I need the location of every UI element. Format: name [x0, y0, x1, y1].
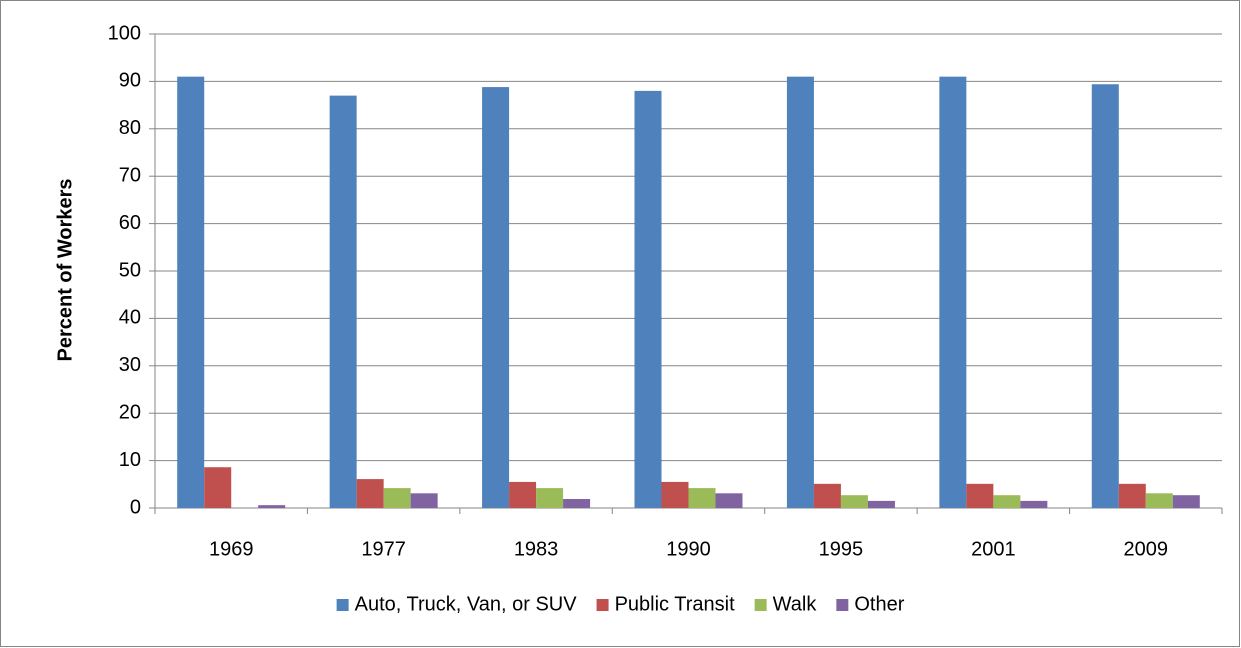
bar	[966, 483, 994, 508]
bar	[867, 500, 895, 508]
bar	[383, 488, 411, 508]
y-tick-label: 70	[119, 164, 141, 186]
bar	[993, 495, 1021, 508]
legend-label: Public Transit	[615, 593, 735, 615]
legend-swatch	[596, 599, 609, 611]
bar	[1172, 495, 1200, 508]
bar	[177, 76, 205, 508]
y-tick-label: 0	[130, 496, 141, 518]
bar	[410, 493, 438, 508]
bar	[536, 488, 564, 508]
bar	[688, 488, 716, 508]
bar	[661, 481, 689, 508]
bar	[563, 498, 591, 508]
bar	[1020, 500, 1048, 508]
bar	[1091, 84, 1119, 508]
bar	[258, 505, 286, 508]
bar	[204, 467, 232, 508]
y-tick-label: 60	[119, 212, 141, 234]
legend-label: Other	[854, 593, 904, 615]
legend-swatch	[836, 599, 849, 611]
y-tick-label: 50	[119, 259, 141, 281]
y-tick-label: 40	[119, 307, 141, 329]
y-tick-label: 90	[119, 70, 141, 92]
y-tick-label: 30	[119, 354, 141, 376]
legend-swatch	[336, 599, 349, 611]
bar	[1145, 493, 1173, 508]
legend-label: Walk	[773, 593, 818, 615]
legend-swatch	[754, 599, 767, 611]
y-tick-label: 20	[119, 401, 141, 423]
bar	[1118, 483, 1146, 508]
bar	[840, 495, 868, 508]
bar	[786, 76, 814, 508]
bar	[813, 483, 841, 508]
bar	[715, 493, 743, 508]
bar	[356, 479, 384, 508]
x-tick-label: 1983	[514, 538, 559, 560]
bar	[634, 90, 662, 508]
x-tick-label: 1995	[819, 538, 864, 560]
y-axis-title: Percent of Workers	[54, 178, 76, 361]
legend-label: Auto, Truck, Van, or SUV	[355, 593, 578, 615]
x-tick-label: 1969	[209, 538, 254, 560]
bar	[329, 95, 357, 509]
bar	[939, 76, 967, 508]
y-tick-label: 10	[119, 449, 141, 471]
x-tick-label: 1990	[666, 538, 711, 560]
y-tick-label: 80	[119, 117, 141, 139]
x-tick-label: 2009	[1124, 538, 1169, 560]
bar	[482, 87, 510, 508]
x-tick-label: 2001	[971, 538, 1016, 560]
y-tick-label: 100	[108, 22, 141, 44]
bar	[509, 481, 537, 508]
x-tick-label: 1977	[361, 538, 406, 560]
